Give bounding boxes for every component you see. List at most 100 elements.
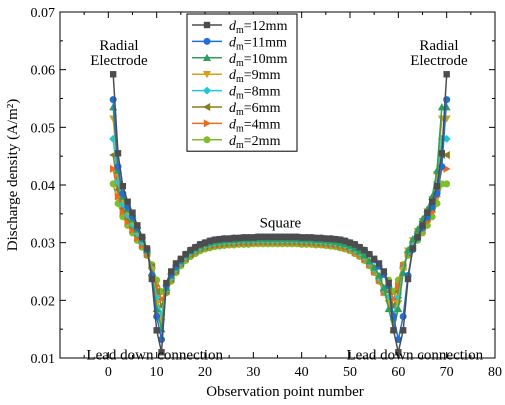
data-point <box>375 271 383 279</box>
data-point <box>283 233 291 241</box>
data-point <box>264 233 272 241</box>
x-tick-label: 80 <box>488 365 502 380</box>
data-point <box>153 312 161 320</box>
data-point <box>124 217 132 226</box>
data-point <box>240 234 247 241</box>
x-tick-label: 10 <box>150 365 164 380</box>
data-point <box>385 279 392 287</box>
legend-item: dm=2mm <box>192 134 281 151</box>
data-point <box>163 279 170 287</box>
data-point <box>216 236 223 243</box>
data-point <box>404 275 412 283</box>
y-tick-label: 0.05 <box>31 121 56 136</box>
data-point <box>279 233 286 241</box>
data-point <box>332 236 339 243</box>
data-point <box>370 263 379 271</box>
data-point <box>351 241 359 248</box>
data-point <box>399 312 407 320</box>
data-point <box>390 312 397 320</box>
data-point <box>259 233 267 241</box>
data-point <box>366 251 373 258</box>
data-point <box>254 233 262 241</box>
data-point <box>153 327 160 334</box>
data-point <box>443 180 451 188</box>
legend-marker <box>203 103 211 111</box>
data-point <box>327 235 334 242</box>
data-point <box>221 235 228 242</box>
data-point <box>230 234 238 242</box>
data-point <box>298 234 305 241</box>
data-point <box>269 233 276 241</box>
y-tick-label: 0.03 <box>31 237 56 252</box>
data-point <box>337 236 344 243</box>
annotation-layer: RadialElectrodeRadialElectrodeSquareLead… <box>86 38 483 364</box>
x-tick-label: 30 <box>246 365 260 380</box>
data-point <box>293 233 301 241</box>
y-tick-label: 0.06 <box>31 64 56 79</box>
legend-label: dm=9mm <box>229 68 281 85</box>
data-point <box>114 150 122 157</box>
data-point <box>250 234 257 241</box>
data-point <box>235 234 243 242</box>
data-point <box>312 234 320 242</box>
data-point <box>308 234 315 241</box>
data-point <box>379 283 388 291</box>
legend-label: dm=2mm <box>229 134 281 151</box>
legend-marker <box>203 71 211 79</box>
annotation-square: Square <box>260 216 302 232</box>
data-point <box>148 275 156 283</box>
data-point <box>143 245 151 252</box>
annotation-radial-right-2: Electrode <box>410 53 468 69</box>
data-point <box>443 71 450 78</box>
data-point <box>119 208 127 217</box>
data-point <box>167 268 175 275</box>
data-point <box>317 234 325 242</box>
data-point <box>419 222 426 229</box>
legend-label: dm=10mm <box>229 52 288 69</box>
data-point <box>408 235 417 243</box>
legend-marker <box>203 37 211 45</box>
legend-item: dm=8mm <box>192 85 281 102</box>
data-point <box>438 150 446 157</box>
series-layer <box>109 71 451 356</box>
legend-marker <box>203 86 211 95</box>
data-point <box>346 239 354 246</box>
x-tick-label: 20 <box>198 365 212 380</box>
legend-label: dm=8mm <box>229 85 281 102</box>
data-point <box>322 235 330 242</box>
data-point <box>399 327 407 334</box>
x-tick-label: 40 <box>295 365 309 380</box>
data-point <box>375 260 383 267</box>
legend-marker <box>203 136 211 144</box>
legend-item: dm=12mm <box>192 19 288 36</box>
data-point <box>365 257 374 265</box>
data-point <box>196 241 204 248</box>
data-point <box>303 234 310 241</box>
annotation-radial-left-1: Radial <box>99 38 138 54</box>
x-axis-label: Observation point number <box>206 384 363 400</box>
legend-item: dm=10mm <box>192 52 288 69</box>
legend-box <box>186 13 298 152</box>
data-point <box>394 304 403 313</box>
series-12mm <box>109 71 450 356</box>
data-point <box>114 192 122 201</box>
data-point <box>192 244 199 251</box>
legend-label: dm=12mm <box>229 19 288 36</box>
data-point <box>433 182 441 190</box>
y-tick-label: 0.02 <box>31 294 56 309</box>
y-tick-label: 0.01 <box>31 352 56 367</box>
plot-area: 0 10 20 30 40 50 60 70 80 0.01 0.02 0.03 0.04 0.05 0.0… <box>31 6 503 380</box>
data-point <box>129 209 136 216</box>
legend-label: dm=6mm <box>229 101 281 118</box>
data-point <box>201 239 209 246</box>
annotation-radial-right-1: Radial <box>419 38 458 54</box>
data-point <box>414 233 421 241</box>
x-tick-label: 60 <box>391 365 405 380</box>
data-point <box>172 260 180 267</box>
x-tick-label: 0 <box>105 365 112 380</box>
y-tick-label: 0.07 <box>31 6 56 21</box>
annotation-lead-left: Lead down connection <box>86 348 223 364</box>
legend-label: dm=11mm <box>229 35 287 52</box>
data-point <box>138 233 146 241</box>
